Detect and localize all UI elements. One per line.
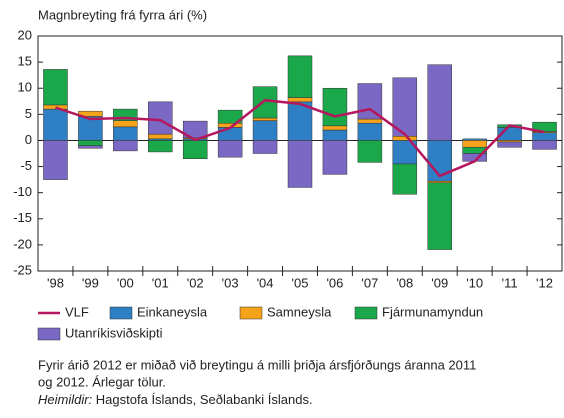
source: Heimildir: Hagstofa Íslands, Seðlabanki … [38, 392, 313, 407]
bar-segment [113, 108, 138, 121]
x-tick-label: '98 [47, 275, 64, 290]
bar-segment [497, 141, 522, 148]
chart-title: Magnbreyting frá fyrra ári (%) [38, 7, 207, 22]
bar-segment [78, 145, 103, 149]
x-tick-label: '00 [117, 275, 134, 290]
y-tick-label: 0 [25, 132, 32, 147]
bar-segment [113, 126, 138, 141]
legend-label: Fjármunamyndun [382, 304, 483, 319]
bar-segment [532, 132, 557, 141]
bar-segment [357, 83, 383, 120]
bar-segment [322, 140, 348, 175]
y-tick-label: 20 [18, 27, 32, 42]
bar-segment [252, 117, 278, 121]
bar-segment [532, 140, 557, 150]
bar-segment [182, 120, 208, 139]
bar-segment [287, 101, 313, 141]
bar-segment [357, 118, 383, 124]
bar-segment [252, 140, 278, 154]
bar-segment [392, 163, 418, 195]
bar-segment [427, 64, 452, 141]
legend-swatch [37, 327, 61, 341]
bar-segment [287, 97, 313, 103]
x-tick-label: '99 [82, 275, 99, 290]
bar-segment [43, 140, 68, 180]
bar-segment [113, 140, 138, 152]
bar-segment [113, 120, 138, 128]
y-tick-label: 10 [18, 80, 32, 95]
note: og 2012. Árlegar tölur. [38, 374, 166, 389]
bar-segment [217, 127, 243, 141]
bar-segment [427, 182, 452, 250]
x-tick-label: '03 [222, 275, 239, 290]
bar-segment [392, 77, 418, 137]
bar-segment [462, 140, 487, 148]
bar-segment [182, 140, 208, 159]
line [55, 98, 545, 178]
bar-segment [287, 140, 313, 188]
bar-segment [322, 125, 348, 131]
legend-label: VLF [65, 304, 89, 319]
legend-label: Samneysla [267, 304, 332, 319]
bar-segment [148, 140, 173, 153]
bar-segment [392, 136, 418, 141]
y-tick-label: -5 [20, 158, 32, 173]
bar-segment [148, 133, 173, 140]
x-tick-label: '01 [152, 275, 169, 290]
x-tick-label: '07 [361, 275, 378, 290]
x-tick-label: '06 [326, 275, 343, 290]
bar-segment [322, 87, 348, 127]
x-tick-label: '02 [187, 275, 204, 290]
x-tick-label: '04 [257, 275, 274, 290]
y-tick-label: -25 [13, 262, 32, 277]
bar-segment [78, 140, 103, 146]
x-tick-label: '08 [396, 275, 413, 290]
plot-frame [37, 35, 563, 272]
source-text: Hagstofa Íslands, Seðlabanki Íslands. [96, 392, 313, 407]
note: Fyrir árið 2012 er miðað við breytingu á… [38, 357, 476, 372]
bar-segment [287, 55, 313, 98]
legend-swatch [354, 306, 378, 320]
bar-segment [78, 116, 103, 141]
bar-segment [322, 129, 348, 141]
legend-swatch [239, 306, 263, 320]
y-tick-label: -10 [13, 184, 32, 199]
bar-segment [148, 101, 173, 135]
x-tick-label: '10 [466, 275, 483, 290]
x-tick-label: '05 [292, 275, 309, 290]
bar-segment [357, 140, 383, 163]
bar-segment [357, 122, 383, 141]
y-tick-label: -20 [13, 236, 32, 251]
x-tick-label: '11 [502, 275, 518, 290]
source-label: Heimildir: [38, 392, 93, 407]
bar-segment [252, 120, 278, 141]
x-tick-label: '12 [536, 275, 553, 290]
x-tick-label: '09 [431, 275, 448, 290]
bar-segment [217, 140, 243, 158]
y-tick-label: 5 [25, 106, 32, 121]
legend-label: Utanríkisviðskipti [65, 325, 163, 340]
bar-segment [43, 108, 68, 141]
y-tick-label: 15 [18, 54, 32, 69]
bar-segment [43, 69, 68, 106]
legend-swatch [109, 306, 133, 320]
bar-segment [217, 109, 243, 124]
legend-label: Einkaneysla [137, 304, 208, 319]
y-tick-label: -15 [13, 210, 32, 225]
